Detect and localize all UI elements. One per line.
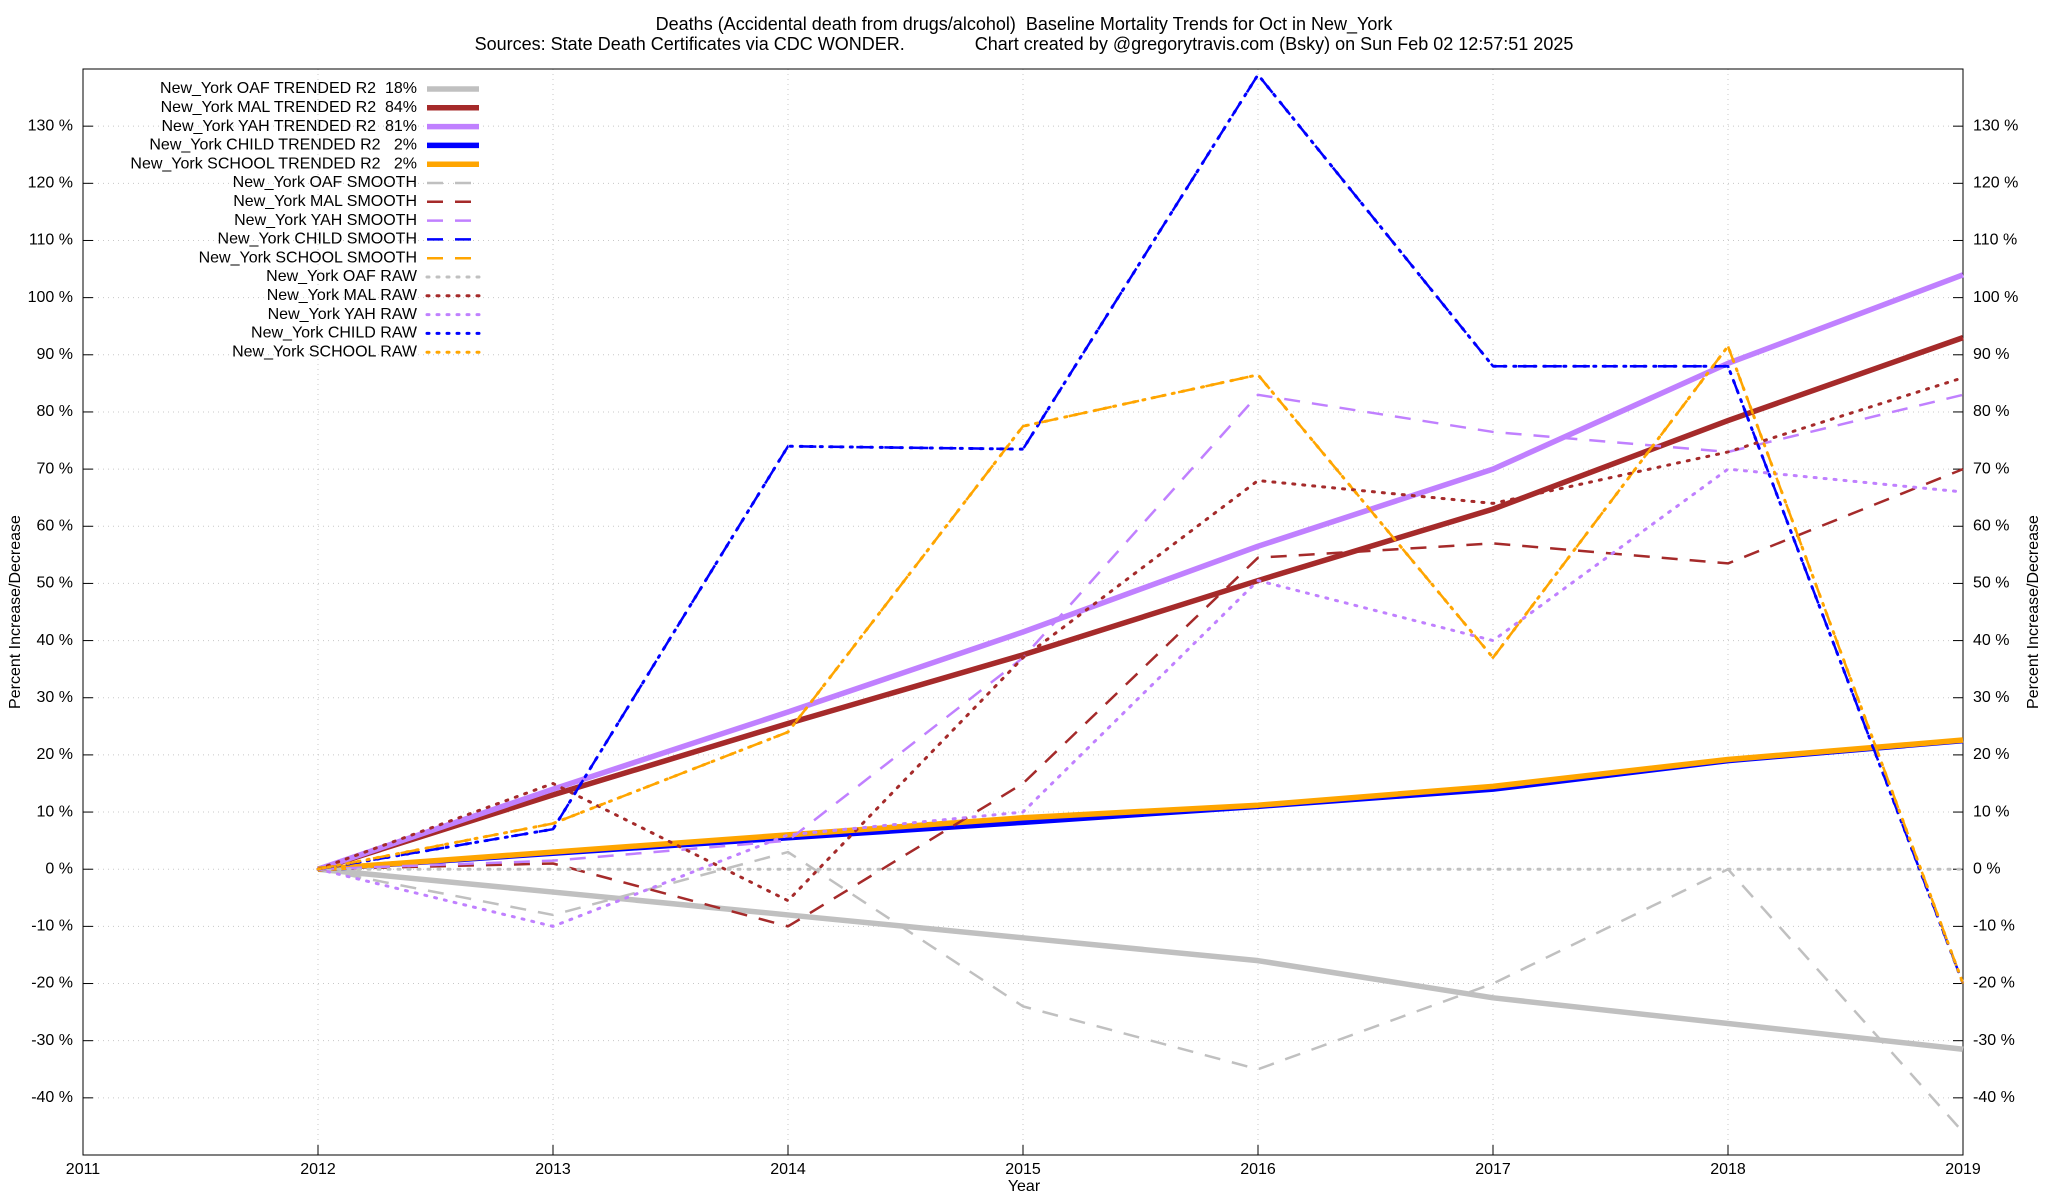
x-tick-label: 2018 — [1710, 1161, 1746, 1178]
legend-label: New_York YAH SMOOTH — [234, 212, 417, 229]
series-line — [317, 335, 1964, 872]
y-tick-label: 0 % — [45, 860, 73, 877]
y2-tick-label: 30 % — [1973, 689, 2009, 706]
x-tick-label: 2011 — [66, 1161, 101, 1178]
x-tick-label: 2017 — [1475, 1161, 1511, 1178]
x-tick-label: 2015 — [1005, 1161, 1041, 1178]
y2-tick-label: -30 % — [1973, 1032, 2015, 1049]
y2-tick-label: 60 % — [1973, 517, 2009, 534]
y2-tick-label: 10 % — [1973, 803, 2009, 820]
y2-tick-label: 90 % — [1973, 346, 2009, 363]
legend-label: New_York YAH RAW — [268, 306, 418, 323]
y2-tick-label: 20 % — [1973, 746, 2009, 763]
y-tick-label: -10 % — [31, 918, 73, 935]
y2-tick-label: 110 % — [1973, 232, 2017, 249]
y-tick-label: 40 % — [37, 632, 73, 649]
plot-border — [82, 68, 1964, 1156]
y-tick-label: 130 % — [28, 117, 73, 134]
legend-label: New_York CHILD RAW — [251, 325, 418, 342]
x-tick-label: 2013 — [535, 1161, 571, 1178]
y2-tick-label: -10 % — [1973, 918, 2015, 935]
y2-tick-label: 40 % — [1973, 632, 2009, 649]
y-tick-label: 70 % — [37, 460, 73, 477]
legend-label: New_York OAF SMOOTH — [233, 174, 417, 191]
y-tick-label: 60 % — [37, 517, 73, 534]
legend-label: New_York MAL SMOOTH — [233, 193, 417, 210]
series-line — [317, 344, 1965, 984]
x-tick-label: 2019 — [1945, 1161, 1981, 1178]
y-tick-label: 100 % — [28, 289, 73, 306]
y2-tick-label: 80 % — [1973, 403, 2009, 420]
legend-label: New_York SCHOOL TRENDED R2 2% — [130, 155, 417, 172]
y2-tick-label: 130 % — [1973, 117, 2018, 134]
y2-tick-label: 70 % — [1973, 460, 2009, 477]
x-tick-label: 2014 — [770, 1161, 806, 1178]
y-tick-label: 110 % — [29, 232, 73, 249]
y2-tick-label: 0 % — [1973, 860, 2001, 877]
y-axis-label: Percent Increase/Decrease — [7, 515, 24, 709]
y2-axis-label: Percent Increase/Decrease — [2025, 515, 2042, 709]
y-tick-label: -20 % — [31, 975, 73, 992]
y-tick-label: 20 % — [37, 746, 73, 763]
y-tick-label: 120 % — [28, 175, 73, 192]
y-tick-label: 80 % — [37, 403, 73, 420]
y2-tick-label: -40 % — [1973, 1089, 2015, 1106]
y-tick-label: 10 % — [37, 803, 73, 820]
legend-label: New_York OAF RAW — [266, 268, 418, 285]
chart-subtitle: Sources: State Death Certificates via CD… — [475, 34, 1574, 54]
x-axis-label: Year — [1008, 1178, 1041, 1195]
y2-tick-label: 120 % — [1973, 175, 2018, 192]
legend-label: New_York MAL RAW — [267, 287, 418, 304]
x-tick-label: 2012 — [300, 1161, 336, 1178]
series-line — [317, 393, 1964, 871]
series-line — [316, 467, 1965, 928]
y-tick-label: -40 % — [31, 1089, 73, 1106]
y2-tick-label: -20 % — [1973, 975, 2015, 992]
series-line — [317, 73, 1965, 984]
y2-tick-label: 50 % — [1973, 575, 2009, 592]
legend-label: New_York CHILD TRENDED R2 2% — [149, 137, 417, 154]
legend-label: New_York SCHOOL SMOOTH — [199, 249, 417, 266]
legend-label: New_York OAF TRENDED R2 18% — [160, 80, 417, 97]
y-tick-label: 90 % — [37, 346, 73, 363]
series-line — [317, 866, 1964, 1052]
series-line — [317, 467, 1964, 928]
legend-label: New_York YAH TRENDED R2 81% — [161, 118, 417, 135]
y-tick-label: -30 % — [31, 1032, 73, 1049]
legend-label: New_York CHILD SMOOTH — [218, 231, 417, 248]
legend-label: New_York MAL TRENDED R2 84% — [161, 99, 417, 116]
chart-title: Deaths (Accidental death from drugs/alco… — [656, 14, 1394, 35]
series-line — [316, 73, 1965, 986]
series-line — [317, 272, 1964, 872]
y-tick-label: 50 % — [37, 575, 73, 592]
y2-tick-label: 100 % — [1973, 289, 2018, 306]
legend-label: New_York SCHOOL RAW — [232, 343, 418, 360]
y-tick-label: 30 % — [37, 689, 73, 706]
series-line — [316, 344, 1965, 986]
x-tick-label: 2016 — [1240, 1161, 1276, 1178]
series-line — [316, 376, 1965, 903]
series-line — [317, 737, 1964, 872]
